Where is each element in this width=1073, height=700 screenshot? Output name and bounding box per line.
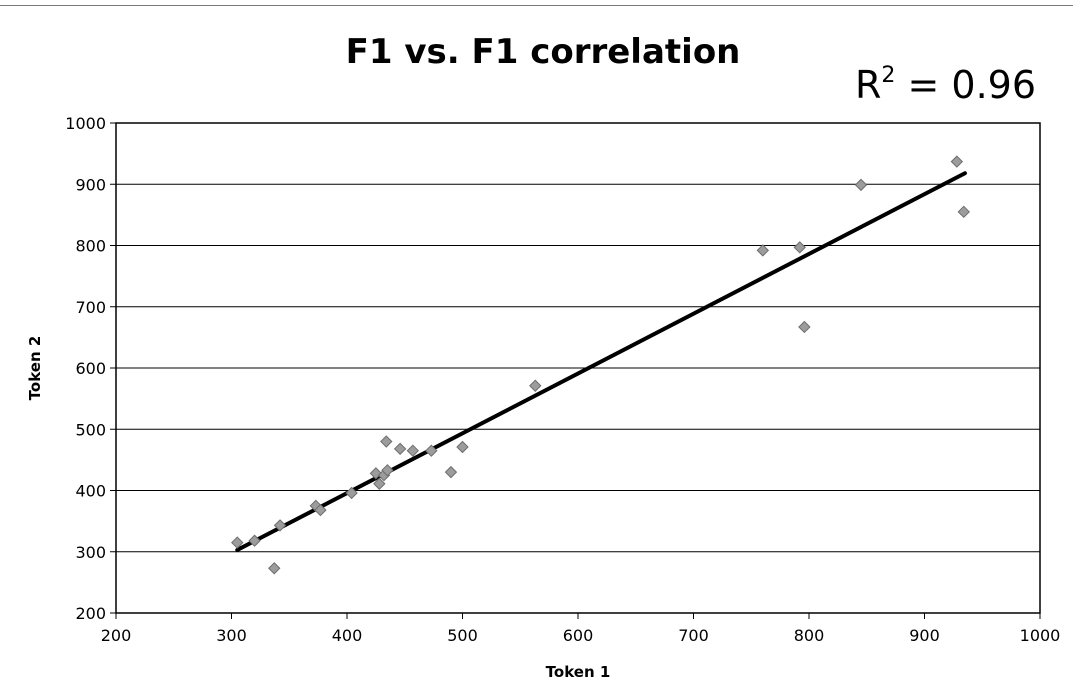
data-point xyxy=(273,519,287,532)
x-tick-label: 700 xyxy=(678,626,709,645)
data-point xyxy=(529,379,542,392)
top-border xyxy=(0,5,1073,6)
y-tick-label: 1000 xyxy=(65,114,106,133)
data-points xyxy=(231,155,970,575)
y-tick-label: 700 xyxy=(75,298,106,317)
data-point xyxy=(950,155,964,168)
x-tick-label: 800 xyxy=(794,626,825,645)
chart-title: F1 vs. F1 correlation xyxy=(346,32,741,72)
data-point xyxy=(381,464,394,477)
y-tick-label: 600 xyxy=(75,359,106,378)
r-squared-annotation: R2 = 0.96 xyxy=(855,63,1036,107)
trendline xyxy=(235,171,967,552)
y-tick-label: 900 xyxy=(75,175,106,194)
y-axis-title: Token 2 xyxy=(26,336,44,401)
gridlines xyxy=(116,183,1040,553)
data-point xyxy=(756,244,770,257)
data-point xyxy=(793,241,806,254)
y-tick-label: 200 xyxy=(75,604,106,623)
x-tick-label: 300 xyxy=(216,626,247,645)
r-squared-superscript: 2 xyxy=(881,63,895,88)
data-point xyxy=(345,486,358,500)
x-axis-ticks: 200 300 400 500 600 700 800 900 1000 xyxy=(101,613,1061,645)
data-point xyxy=(369,467,383,480)
data-point xyxy=(406,444,420,457)
x-tick-label: 900 xyxy=(909,626,940,645)
data-point xyxy=(798,320,811,334)
data-point xyxy=(231,536,244,549)
data-point xyxy=(957,205,970,219)
data-point xyxy=(373,477,386,490)
data-point xyxy=(854,178,868,192)
data-point xyxy=(456,440,469,454)
r-squared-base: R xyxy=(855,63,881,107)
x-tick-label: 500 xyxy=(447,626,478,645)
y-tick-label: 800 xyxy=(75,237,106,256)
data-point xyxy=(393,442,407,456)
r-squared-value: = 0.96 xyxy=(895,63,1036,107)
x-axis-title: Token 1 xyxy=(546,663,611,681)
y-axis-ticks: 200 300 400 500 600 700 800 900 1000 xyxy=(65,114,116,623)
x-tick-label: 200 xyxy=(101,626,132,645)
y-tick-label: 300 xyxy=(75,543,106,562)
y-tick-label: 400 xyxy=(75,482,106,501)
x-tick-label: 600 xyxy=(563,626,594,645)
x-tick-label: 1000 xyxy=(1020,626,1061,645)
data-point xyxy=(268,562,281,575)
y-tick-label: 500 xyxy=(75,420,106,439)
data-point xyxy=(425,444,438,457)
x-tick-label: 400 xyxy=(332,626,363,645)
data-point xyxy=(380,435,393,448)
data-point xyxy=(248,534,261,547)
data-point xyxy=(444,465,458,479)
data-point xyxy=(314,503,327,517)
